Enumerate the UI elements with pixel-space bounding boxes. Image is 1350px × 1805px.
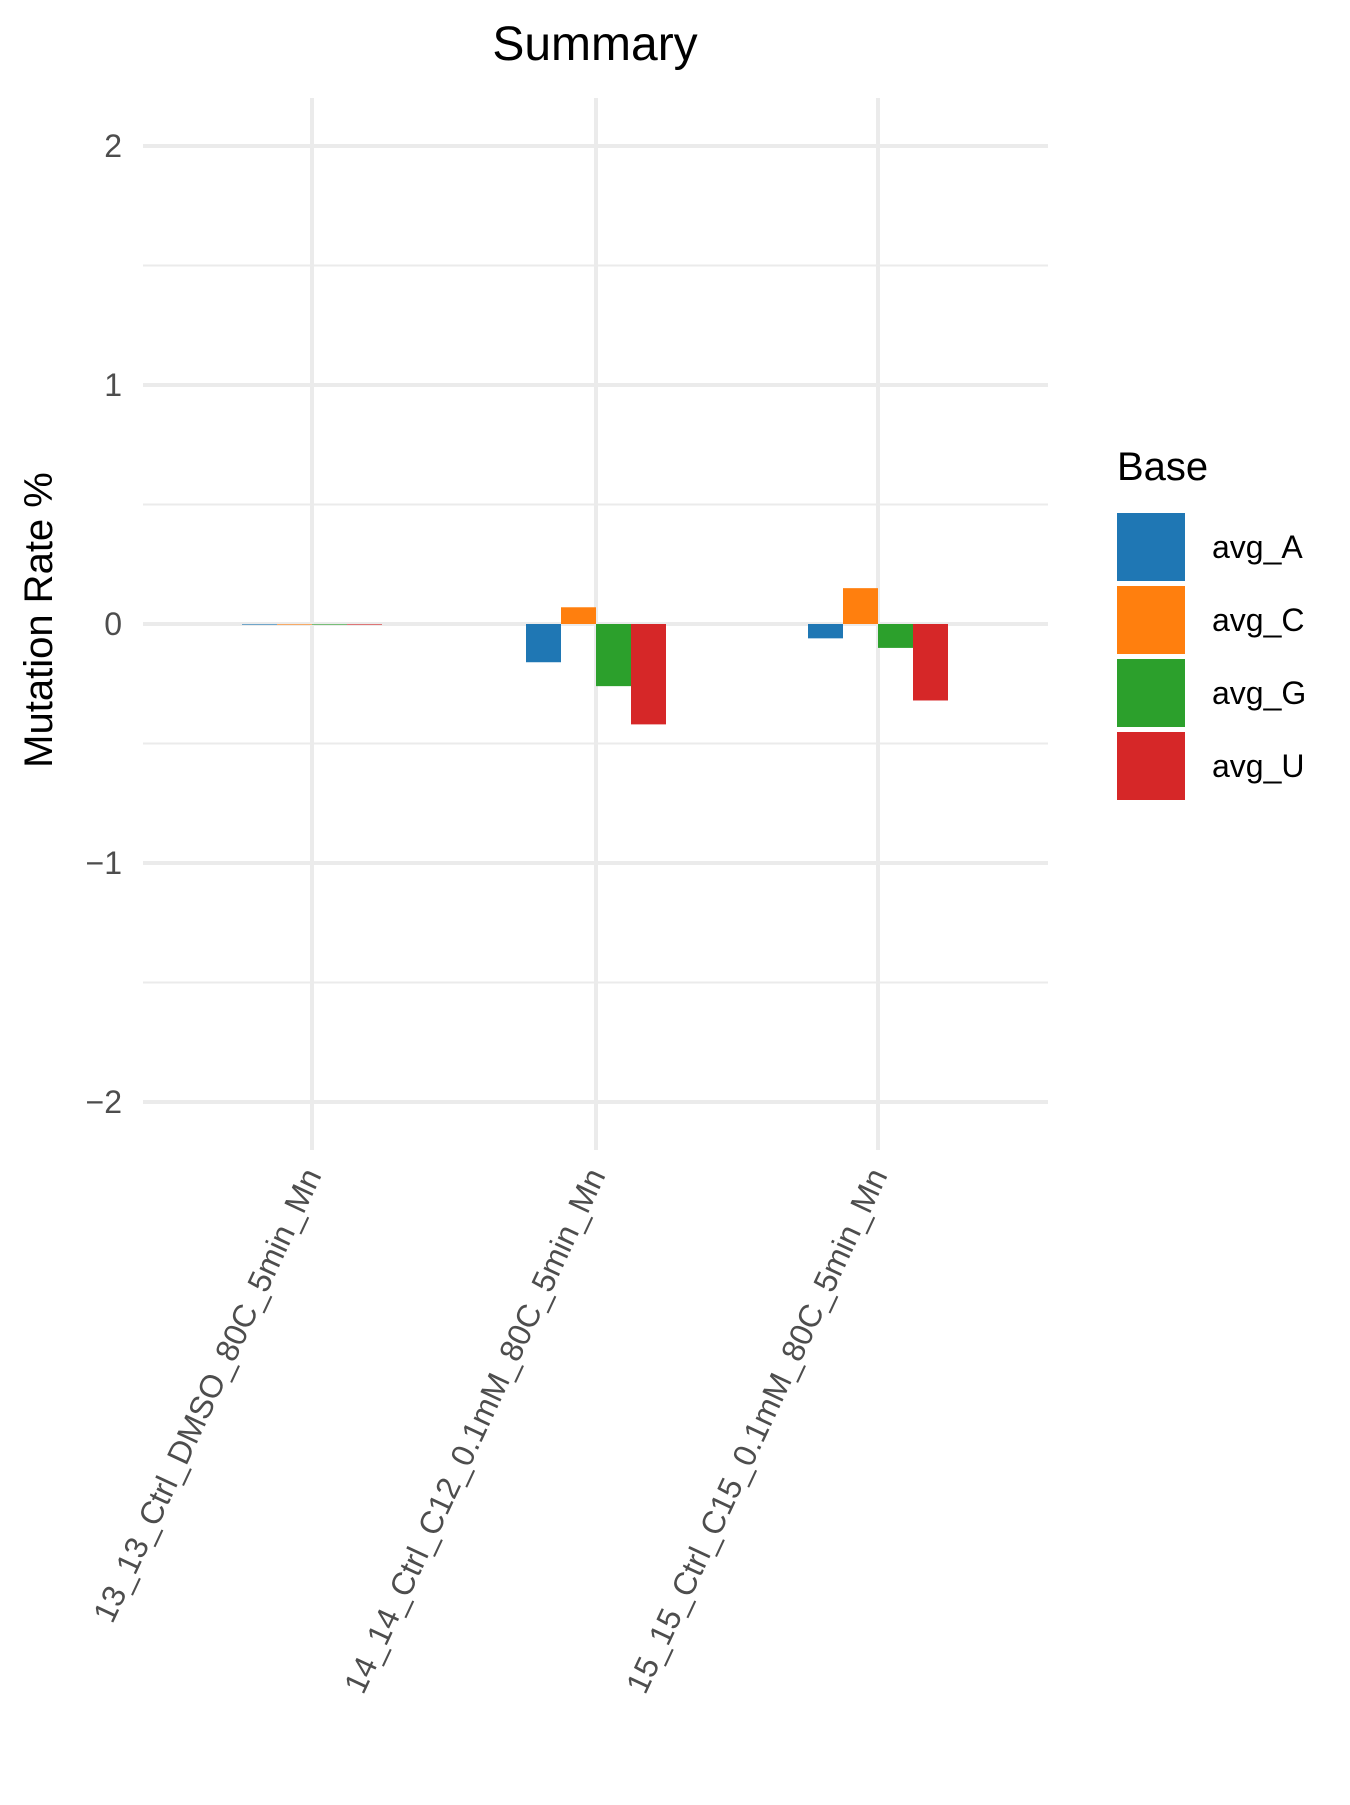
legend-item-avg_U: avg_U	[1117, 732, 1305, 800]
legend-swatch	[1117, 513, 1185, 581]
y-axis-title: Mutation Rate %	[17, 472, 61, 768]
chart-title: Summary	[492, 18, 697, 71]
y-tick-label: −2	[86, 1084, 122, 1120]
legend-swatch	[1117, 586, 1185, 654]
x-tick-label: 13_13_Ctrl_DMSO_80C_5min_Mn	[86, 1163, 328, 1628]
legend-label: avg_A	[1212, 529, 1303, 565]
y-tick-label: −1	[86, 845, 122, 881]
bar-avg_C-3	[843, 588, 878, 624]
x-axis-ticks: 13_13_Ctrl_DMSO_80C_5min_Mn 14_14_Ctrl_C1…	[86, 1163, 894, 1699]
legend-item-avg_G: avg_G	[1117, 659, 1306, 727]
legend-items: avg_A avg_C avg_G avg_U	[1117, 513, 1306, 800]
bar-avg_G-2	[596, 624, 631, 687]
legend-title: Base	[1117, 445, 1208, 489]
bar-avg_A-3	[808, 624, 843, 639]
bars	[242, 588, 948, 725]
bar-avg_U-2	[631, 624, 666, 725]
legend-item-avg_A: avg_A	[1117, 513, 1303, 581]
bar-avg_G-1	[312, 624, 347, 625]
legend-item-avg_C: avg_C	[1117, 586, 1305, 654]
y-tick-label: 0	[104, 606, 122, 642]
bar-avg_G-3	[878, 624, 913, 648]
y-tick-label: 2	[104, 128, 122, 164]
x-tick-label: 14_14_Ctrl_C12_0.1mM_80C_5min_Mn	[337, 1163, 612, 1699]
legend-label: avg_G	[1212, 675, 1306, 711]
legend-swatch	[1117, 659, 1185, 727]
y-tick-label: 1	[104, 367, 122, 403]
bar-avg_A-1	[242, 624, 277, 625]
bar-avg_U-1	[347, 624, 382, 625]
bar-avg_U-3	[913, 624, 948, 701]
bar-avg_C-1	[277, 624, 312, 625]
legend-label: avg_U	[1212, 748, 1305, 784]
legend: Base avg_A avg_C avg_G avg_U	[1117, 445, 1306, 800]
legend-label: avg_C	[1212, 602, 1305, 638]
bar-avg_C-2	[561, 607, 596, 624]
bar-avg_A-2	[526, 624, 561, 663]
x-tick-label: 15_15_Ctrl_C15_0.1mM_80C_5min_Mn	[619, 1163, 894, 1699]
legend-swatch	[1117, 732, 1185, 800]
y-axis-ticks: −2 −1 0 1 2	[86, 128, 122, 1120]
